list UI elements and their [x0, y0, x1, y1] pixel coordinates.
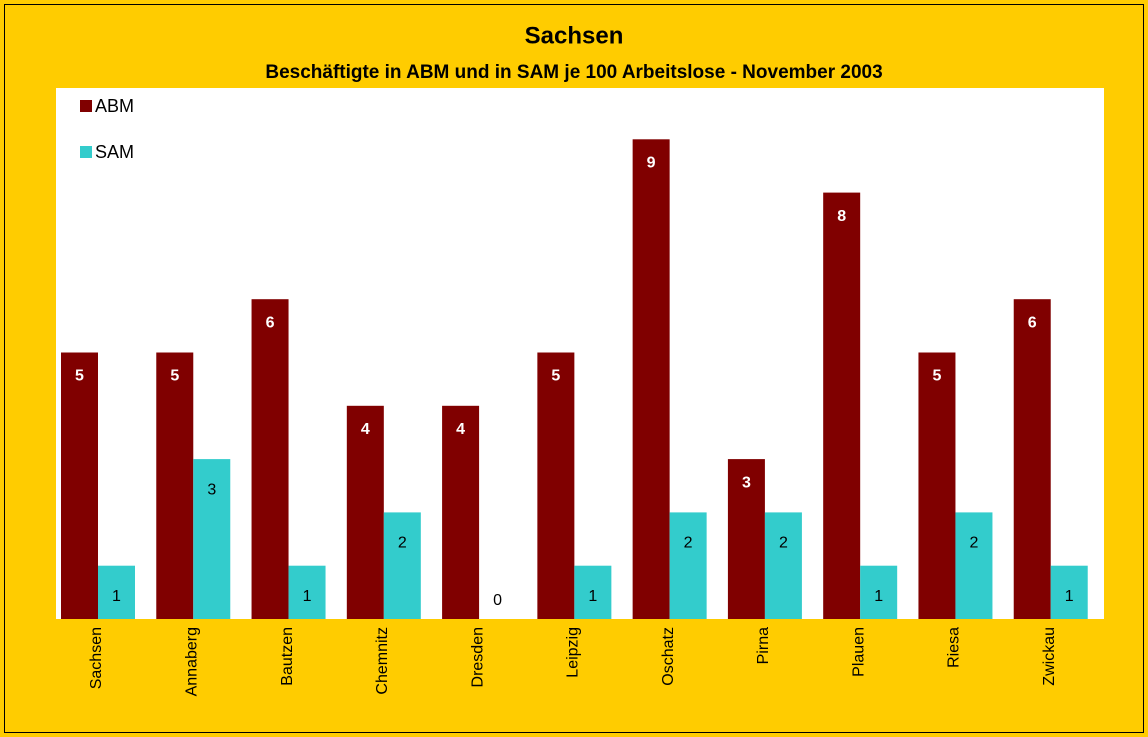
bar [156, 352, 194, 619]
bar [1013, 299, 1051, 619]
data-label: 3 [742, 474, 751, 491]
data-label: 0 [493, 592, 502, 609]
bar [955, 512, 993, 619]
bar [823, 192, 861, 619]
data-label: 4 [361, 421, 370, 438]
bar [918, 352, 956, 619]
bar [61, 352, 98, 619]
data-label: 6 [1028, 314, 1037, 331]
bar [669, 512, 707, 619]
data-label: 2 [970, 535, 979, 552]
bar [251, 299, 289, 619]
data-label: 2 [779, 535, 788, 552]
legend-label: ABM [95, 96, 134, 116]
bar [346, 405, 384, 619]
legend-swatch [80, 146, 92, 158]
bar [98, 565, 135, 619]
bar [574, 565, 612, 619]
x-tick-label: Pirna [755, 627, 772, 664]
data-label: 2 [684, 535, 693, 552]
legend-label: SAM [95, 142, 134, 162]
x-tick-label: Plauen [850, 627, 867, 677]
bar [860, 565, 898, 619]
chart-subtitle: Beschäftigte in ABM und in SAM je 100 Ar… [265, 62, 882, 83]
data-label: 1 [588, 588, 597, 605]
data-label: 5 [551, 368, 560, 385]
x-tick-label: Riesa [946, 627, 963, 668]
data-label: 6 [266, 314, 275, 331]
bar [1050, 565, 1088, 619]
data-label: 5 [75, 368, 84, 385]
bar [193, 459, 231, 619]
data-label: 1 [303, 588, 312, 605]
data-label: 3 [207, 481, 216, 498]
data-label: 8 [837, 208, 846, 225]
bar [442, 405, 480, 619]
bar [764, 512, 802, 619]
x-tick-label: Bautzen [279, 627, 296, 686]
x-tick-label: Annaberg [183, 627, 200, 696]
chart-title: Sachsen [525, 22, 624, 49]
x-tick-label: Dresden [469, 627, 486, 687]
x-tick-label: Chemnitz [374, 627, 391, 695]
data-label: 4 [456, 421, 465, 438]
data-label: 1 [112, 588, 121, 605]
data-label: 5 [933, 368, 942, 385]
border [4, 4, 1144, 733]
data-label: 2 [398, 535, 407, 552]
bar [632, 139, 670, 620]
bar [383, 512, 421, 619]
x-tick-label: Zwickau [1041, 627, 1058, 686]
data-label: 1 [874, 588, 883, 605]
data-label: 5 [170, 368, 179, 385]
x-tick-label: Sachsen [88, 627, 105, 689]
legend-swatch [80, 100, 92, 112]
bar [727, 459, 765, 619]
data-label: 9 [647, 155, 656, 172]
x-tick-label: Leipzig [565, 627, 582, 678]
bar [537, 352, 575, 619]
data-label: 1 [1065, 588, 1074, 605]
x-tick-label: Oschatz [660, 627, 677, 686]
bar [288, 565, 326, 619]
